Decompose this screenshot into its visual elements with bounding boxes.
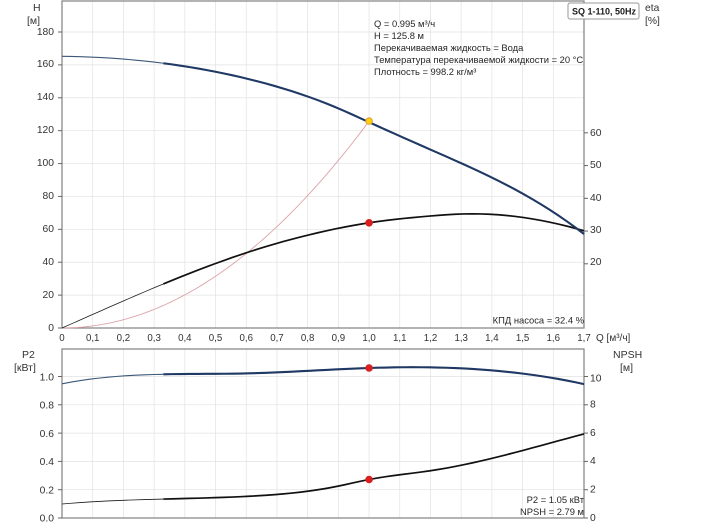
- svg-text:Q = 0.995 м³/ч: Q = 0.995 м³/ч: [374, 18, 435, 29]
- svg-text:0: 0: [59, 333, 65, 344]
- svg-text:1,1: 1,1: [393, 333, 406, 344]
- svg-text:8: 8: [590, 400, 596, 411]
- svg-text:50: 50: [590, 160, 602, 171]
- svg-text:0,7: 0,7: [270, 333, 283, 344]
- svg-text:1,4: 1,4: [485, 333, 499, 344]
- svg-text:60: 60: [43, 224, 55, 235]
- svg-text:140: 140: [37, 92, 54, 103]
- svg-text:10: 10: [590, 374, 602, 385]
- svg-text:P2 = 1.05 кВт: P2 = 1.05 кВт: [527, 494, 585, 505]
- svg-text:0: 0: [590, 513, 596, 524]
- svg-text:20: 20: [590, 257, 602, 268]
- svg-text:0.2: 0.2: [40, 485, 55, 496]
- svg-text:0,2: 0,2: [117, 333, 130, 344]
- svg-text:1,2: 1,2: [424, 333, 437, 344]
- svg-text:0,9: 0,9: [332, 333, 345, 344]
- svg-text:1.0: 1.0: [40, 373, 55, 384]
- svg-text:Перекачиваемая жидкость = Вода: Перекачиваемая жидкость = Вода: [374, 42, 524, 53]
- svg-text:H: H: [33, 2, 41, 14]
- svg-text:1,0: 1,0: [362, 333, 376, 344]
- svg-text:Температура перекачиваемой жид: Температура перекачиваемой жидкости = 20…: [374, 54, 583, 65]
- svg-text:1,7: 1,7: [577, 333, 590, 344]
- svg-text:0.6: 0.6: [40, 429, 55, 440]
- svg-text:180: 180: [37, 27, 54, 38]
- svg-text:H = 125.8 м: H = 125.8 м: [374, 30, 424, 41]
- svg-text:160: 160: [37, 59, 54, 70]
- svg-text:4: 4: [590, 456, 596, 467]
- svg-text:0,4: 0,4: [178, 333, 192, 344]
- svg-text:0,1: 0,1: [86, 333, 99, 344]
- svg-text:eta: eta: [645, 3, 660, 14]
- svg-text:[м]: [м]: [27, 15, 40, 27]
- svg-text:NPSH: NPSH: [613, 349, 642, 361]
- svg-text:P2: P2: [22, 349, 35, 361]
- svg-text:0,6: 0,6: [240, 333, 253, 344]
- svg-text:КПД насоса = 32.4 %: КПД насоса = 32.4 %: [493, 315, 584, 326]
- svg-text:6: 6: [590, 428, 596, 439]
- svg-text:120: 120: [37, 125, 54, 136]
- svg-text:100: 100: [37, 158, 54, 169]
- svg-text:60: 60: [590, 128, 602, 139]
- svg-text:80: 80: [43, 191, 55, 202]
- svg-text:Плотность = 998.2 кг/м³: Плотность = 998.2 кг/м³: [374, 66, 476, 77]
- svg-text:Q [м³/ч]: Q [м³/ч]: [596, 333, 631, 344]
- svg-text:0: 0: [48, 323, 54, 334]
- svg-text:SQ 1-110, 50Hz: SQ 1-110, 50Hz: [572, 7, 637, 17]
- svg-text:40: 40: [590, 193, 602, 204]
- svg-text:1,3: 1,3: [454, 333, 467, 344]
- svg-text:[%]: [%]: [645, 16, 660, 27]
- svg-text:0,3: 0,3: [147, 333, 160, 344]
- svg-text:2: 2: [590, 484, 596, 495]
- svg-text:1,6: 1,6: [547, 333, 560, 344]
- svg-text:20: 20: [43, 290, 55, 301]
- svg-text:0.8: 0.8: [40, 401, 55, 412]
- svg-text:[кВт]: [кВт]: [14, 362, 36, 374]
- svg-text:1,5: 1,5: [516, 333, 529, 344]
- svg-text:0.4: 0.4: [40, 457, 55, 468]
- svg-text:0,5: 0,5: [209, 333, 222, 344]
- svg-text:0.0: 0.0: [40, 514, 55, 525]
- svg-text:0,8: 0,8: [301, 333, 314, 344]
- svg-text:NPSH = 2.79 м: NPSH = 2.79 м: [520, 506, 584, 517]
- svg-text:[м]: [м]: [620, 362, 633, 374]
- svg-text:40: 40: [43, 257, 55, 268]
- svg-text:30: 30: [590, 225, 602, 236]
